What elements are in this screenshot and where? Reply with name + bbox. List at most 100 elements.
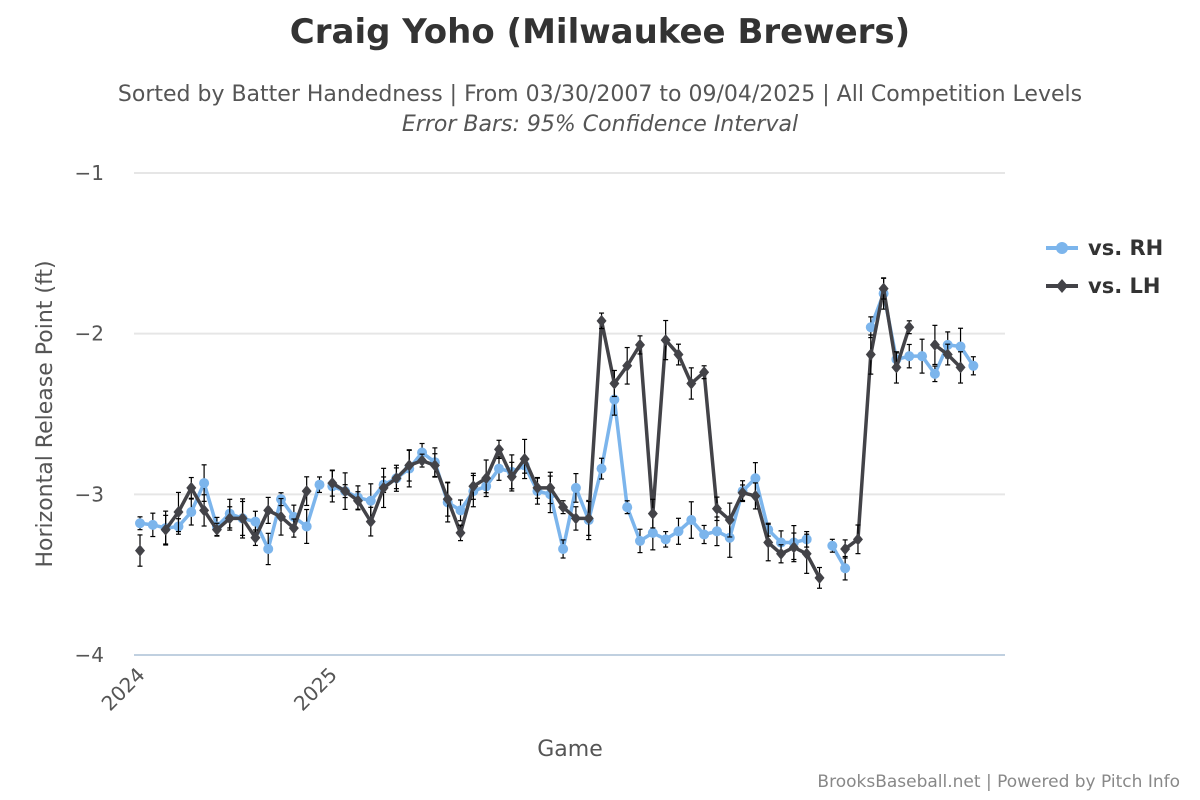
data-point[interactable] — [929, 338, 940, 351]
data-point[interactable] — [135, 518, 145, 529]
data-point[interactable] — [917, 351, 928, 362]
data-point[interactable] — [583, 512, 594, 525]
data-point[interactable] — [455, 526, 466, 539]
data-point[interactable] — [711, 526, 722, 537]
data-point[interactable] — [596, 314, 607, 327]
data-point[interactable] — [327, 477, 338, 490]
data-point[interactable] — [852, 533, 863, 546]
data-point[interactable] — [801, 547, 812, 560]
data-point[interactable] — [788, 541, 799, 554]
legend[interactable]: vs. RH vs. LH — [1046, 236, 1163, 298]
data-point[interactable] — [955, 341, 966, 352]
data-point[interactable] — [724, 532, 735, 543]
data-point[interactable] — [814, 571, 825, 584]
chart-credit[interactable]: BrooksBaseball.net | Powered by Pitch In… — [817, 772, 1180, 792]
data-point[interactable] — [481, 472, 492, 485]
data-point[interactable] — [904, 321, 915, 334]
data-point[interactable] — [929, 368, 940, 379]
chart-title: Craig Yoho (Milwaukee Brewers) — [289, 12, 911, 52]
data-point[interactable] — [570, 482, 581, 493]
data-point[interactable] — [865, 348, 876, 361]
legend-item-vs-rh[interactable]: vs. RH — [1046, 236, 1163, 260]
data-point[interactable] — [596, 463, 607, 474]
data-point[interactable] — [186, 481, 197, 494]
data-point[interactable] — [686, 377, 697, 390]
data-point[interactable] — [340, 485, 351, 498]
data-point[interactable] — [160, 523, 171, 536]
data-point[interactable] — [250, 531, 261, 544]
data-point[interactable] — [519, 452, 530, 465]
data-point[interactable] — [968, 360, 979, 371]
data-point[interactable] — [673, 348, 684, 361]
data-point[interactable] — [493, 443, 504, 456]
data-point[interactable] — [147, 519, 158, 530]
data-point[interactable] — [173, 506, 184, 519]
data-point[interactable] — [750, 473, 761, 484]
data-point[interactable] — [622, 359, 633, 372]
data-point[interactable] — [609, 377, 620, 390]
data-point[interactable] — [365, 515, 376, 528]
data-point[interactable] — [955, 361, 966, 374]
data-point[interactable] — [199, 504, 210, 517]
data-point[interactable] — [711, 502, 722, 515]
data-point[interactable] — [352, 494, 363, 507]
data-point[interactable] — [288, 522, 299, 535]
data-point[interactable] — [404, 459, 415, 472]
data-point[interactable] — [532, 481, 543, 494]
data-point[interactable] — [776, 547, 787, 560]
data-point[interactable] — [276, 510, 287, 523]
legend-item-vs-lh[interactable]: vs. LH — [1046, 274, 1160, 298]
data-point[interactable] — [186, 507, 197, 518]
data-point[interactable] — [840, 542, 851, 555]
data-point[interactable] — [365, 495, 376, 506]
data-point[interactable] — [942, 348, 953, 361]
data-point[interactable] — [391, 472, 402, 485]
data-point[interactable] — [378, 481, 389, 494]
data-point[interactable] — [686, 515, 697, 526]
data-point[interactable] — [506, 470, 517, 483]
data-point[interactable] — [468, 480, 479, 493]
data-point[interactable] — [763, 536, 774, 549]
data-point[interactable] — [699, 366, 710, 379]
data-point[interactable] — [840, 563, 851, 574]
data-point[interactable] — [724, 514, 735, 527]
data-point[interactable] — [673, 526, 684, 537]
data-point[interactable] — [250, 516, 261, 527]
data-point[interactable] — [737, 486, 748, 499]
data-point[interactable] — [660, 534, 671, 545]
data-point[interactable] — [314, 479, 325, 490]
data-point[interactable] — [647, 507, 658, 520]
data-point[interactable] — [199, 478, 210, 489]
data-point[interactable] — [865, 322, 876, 333]
data-point[interactable] — [570, 512, 581, 525]
data-point[interactable] — [263, 543, 274, 554]
data-point[interactable] — [635, 535, 646, 546]
data-point[interactable] — [647, 527, 658, 538]
data-point[interactable] — [891, 361, 902, 374]
data-point[interactable] — [417, 454, 428, 467]
data-point[interactable] — [224, 512, 235, 525]
data-point[interactable] — [878, 282, 889, 295]
data-point[interactable] — [455, 505, 466, 516]
x-axis-ticks: 2024 2025 — [97, 663, 342, 716]
data-point[interactable] — [558, 501, 569, 514]
data-point[interactable] — [635, 338, 646, 351]
data-point[interactable] — [301, 485, 312, 498]
data-point[interactable] — [237, 512, 248, 525]
data-point[interactable] — [429, 459, 440, 472]
data-point[interactable] — [904, 351, 915, 362]
data-point[interactable] — [699, 529, 710, 540]
data-point[interactable] — [417, 447, 428, 458]
data-point[interactable] — [660, 334, 671, 347]
data-point[interactable] — [301, 521, 312, 532]
data-point[interactable] — [493, 463, 504, 474]
data-point[interactable] — [135, 544, 145, 557]
data-point[interactable] — [263, 504, 274, 517]
data-point[interactable] — [750, 489, 761, 502]
data-point[interactable] — [211, 523, 222, 536]
data-point[interactable] — [442, 493, 453, 506]
data-point[interactable] — [558, 543, 569, 554]
data-point[interactable] — [622, 502, 633, 513]
data-point[interactable] — [827, 540, 838, 551]
data-point[interactable] — [545, 481, 556, 494]
